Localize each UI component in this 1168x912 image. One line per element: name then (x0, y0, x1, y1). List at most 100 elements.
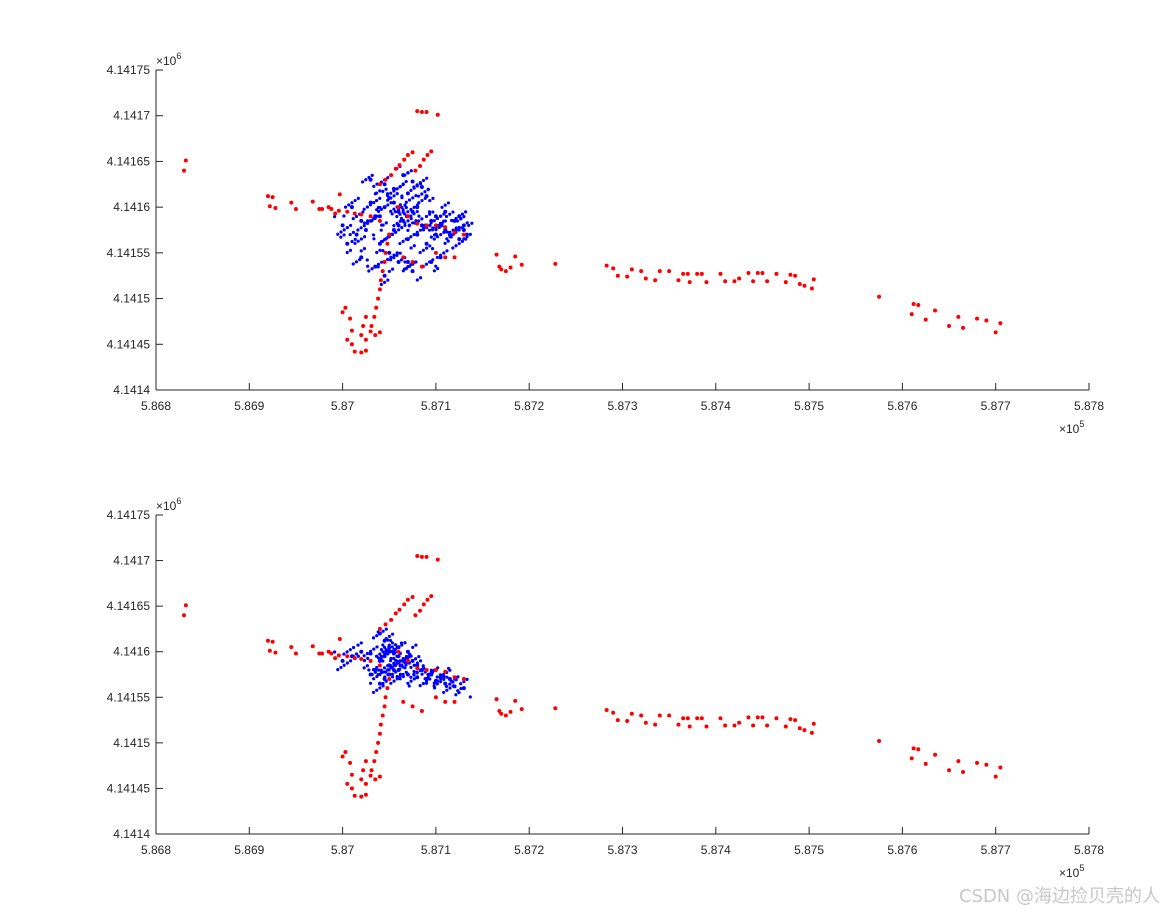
data-point (345, 250, 349, 255)
data-point (432, 684, 436, 688)
x-axis-exponent: ×105 (1059, 863, 1084, 880)
data-point (183, 158, 188, 163)
data-point (676, 722, 681, 727)
data-point (267, 204, 272, 209)
data-point (333, 215, 337, 219)
data-point (390, 232, 395, 237)
data-point (352, 211, 357, 216)
data-point (429, 670, 433, 674)
data-point (349, 205, 354, 210)
data-point (765, 723, 770, 728)
data-point (401, 239, 405, 243)
data-point (418, 684, 422, 688)
data-point (348, 316, 353, 321)
data-point (419, 264, 424, 269)
data-point (611, 710, 616, 715)
data-point (401, 665, 405, 669)
data-point (464, 237, 468, 241)
data-point (415, 661, 419, 665)
data-point (418, 608, 423, 613)
data-point (409, 217, 413, 221)
data-point (387, 269, 391, 273)
data-point (783, 280, 788, 285)
data-point (343, 205, 348, 209)
data-point (414, 657, 418, 661)
data-point (369, 768, 374, 773)
data-point (379, 282, 383, 287)
data-point (362, 221, 367, 225)
data-point (389, 191, 393, 195)
data-point (653, 722, 658, 727)
data-point (387, 645, 391, 650)
data-point (410, 704, 415, 709)
data-point (393, 643, 398, 647)
data-point (699, 271, 704, 276)
data-point (424, 223, 429, 228)
data-point (451, 210, 455, 214)
data-point (348, 232, 352, 237)
data-point (372, 647, 376, 651)
data-point (345, 661, 349, 665)
data-point (345, 781, 350, 786)
data-point (365, 664, 369, 668)
x-tick-label: 5.868 (141, 843, 171, 857)
data-point (460, 212, 465, 216)
data-point (451, 246, 455, 250)
data-point (378, 722, 383, 727)
data-point (457, 241, 461, 246)
data-point (429, 149, 434, 154)
data-point (359, 641, 363, 645)
data-point (428, 198, 432, 203)
data-point (403, 260, 407, 264)
data-point (503, 713, 508, 718)
data-point (765, 279, 770, 284)
data-point (403, 173, 407, 177)
data-point (356, 643, 360, 647)
y-tick-label: 4.1417 (113, 109, 150, 123)
data-point (454, 693, 458, 697)
data-point (376, 740, 381, 745)
data-point (368, 773, 373, 778)
data-point (462, 215, 466, 219)
data-point (273, 650, 278, 655)
data-point (353, 198, 357, 203)
data-point (388, 663, 393, 668)
data-point (405, 260, 410, 264)
data-point (442, 677, 446, 682)
data-point (407, 684, 411, 688)
data-point (392, 207, 396, 211)
data-point (392, 679, 396, 683)
data-point (429, 594, 434, 599)
data-point (419, 554, 424, 559)
data-point (392, 256, 396, 260)
data-point (417, 201, 421, 205)
data-point (409, 665, 413, 670)
data-point (911, 746, 916, 751)
data-point (361, 324, 366, 328)
data-point (370, 267, 374, 271)
data-point (398, 212, 402, 216)
data-point (993, 330, 998, 335)
data-point (389, 201, 393, 205)
data-point (415, 670, 419, 674)
data-point (389, 173, 394, 178)
data-point (961, 325, 966, 330)
data-point (755, 715, 760, 720)
x-tick-label: 5.876 (887, 399, 917, 413)
data-point (401, 699, 406, 704)
data-point (396, 649, 401, 654)
data-point (457, 228, 461, 232)
data-point (343, 749, 348, 754)
data-point (333, 656, 338, 661)
data-point (381, 684, 385, 688)
data-point (320, 206, 325, 211)
data-point (365, 651, 369, 656)
data-point (387, 634, 391, 638)
data-point (381, 670, 385, 674)
x-tick-label: 5.874 (701, 843, 731, 857)
x-tick-label: 5.878 (1074, 843, 1104, 857)
data-point (349, 786, 354, 791)
data-point (345, 654, 350, 659)
data-point (461, 686, 466, 691)
data-point (405, 597, 410, 602)
